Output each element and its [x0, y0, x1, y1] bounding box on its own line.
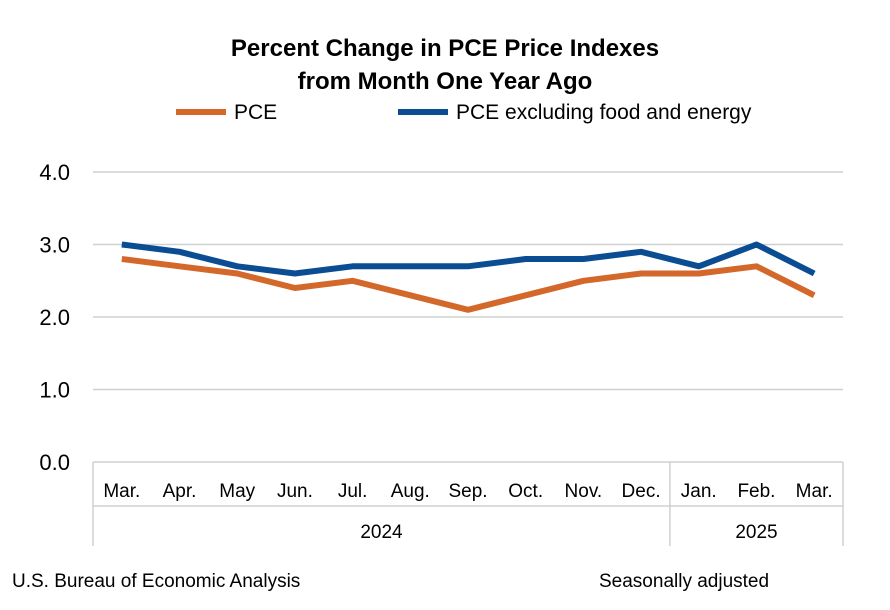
series-line-core	[121, 241, 816, 277]
y-tick-label: 1.0	[39, 378, 70, 403]
x-tick-label: Dec.	[622, 481, 661, 502]
legend-label-core: PCE excluding food and energy	[456, 101, 752, 124]
x-tick-label: Apr.	[163, 481, 197, 502]
x-tick-label: Jan.	[681, 481, 717, 502]
seasonal-note: Seasonally adjusted	[599, 571, 770, 592]
x-tick-label: Oct.	[508, 481, 543, 502]
y-tick-label: 0.0	[39, 450, 70, 475]
x-group-label: 2024	[360, 522, 403, 543]
x-group-label: 2025	[735, 522, 777, 543]
x-tick-label: Aug.	[391, 481, 430, 502]
x-tick-label: Jun.	[277, 481, 313, 502]
series-lines	[121, 241, 816, 313]
x-tick-label: Nov.	[565, 481, 603, 502]
x-tick-label: Sep.	[448, 481, 487, 502]
gridlines	[93, 171, 843, 463]
y-tick-label: 2.0	[39, 305, 70, 330]
source-note: U.S. Bureau of Economic Analysis	[12, 571, 301, 592]
x-tick-label: May	[219, 481, 255, 502]
legend-label-pce: PCE	[234, 101, 277, 124]
y-axis-ticks: 0.0 1.0 2.0 3.0 4.0	[39, 160, 70, 475]
chart-title-line2: from Month One Year Ago	[298, 68, 593, 95]
x-tick-label: Mar.	[103, 481, 140, 502]
chart-title-line1: Percent Change in PCE Price Indexes	[231, 35, 659, 62]
y-tick-label: 4.0	[39, 160, 70, 185]
y-tick-label: 3.0	[39, 233, 70, 258]
series-line-pce	[121, 256, 816, 313]
x-tick-label: Jul.	[338, 481, 368, 502]
x-axis: Mar. Apr. May Jun. Jul. Aug. Sep. Oct. Nov. Dec. J…	[92, 462, 844, 546]
x-tick-label: Mar.	[796, 481, 833, 502]
legend: PCE PCE excluding food and energy	[176, 101, 752, 124]
x-tick-label: Feb.	[737, 481, 775, 502]
